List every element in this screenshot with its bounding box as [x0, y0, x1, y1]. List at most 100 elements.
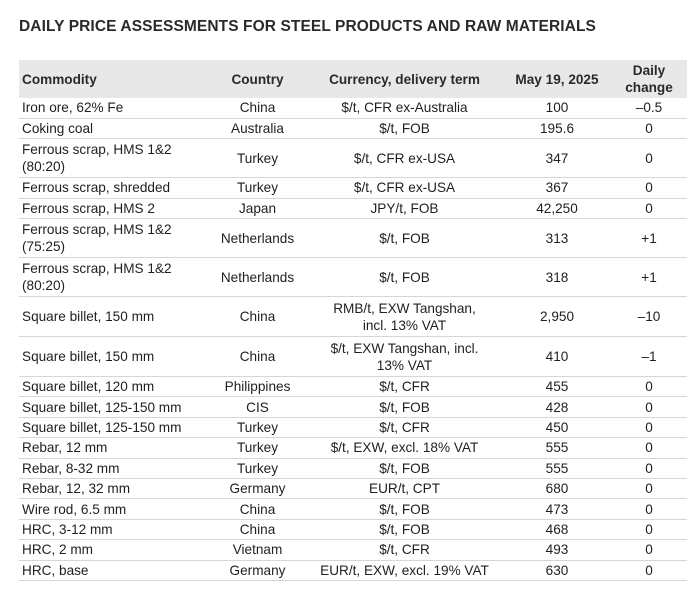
term-line: $/t, CFR ex-USA [353, 180, 456, 196]
commodity-line: Square billet, 150 mm [22, 349, 155, 365]
commodity-line: Ferrous scrap, HMS 1&2 [22, 261, 172, 277]
cell-daily-change: 0 [645, 420, 653, 436]
cell-country: CIS [246, 399, 269, 415]
cell-country: Netherlands [220, 269, 295, 285]
table-row: Ferrous scrap, HMS 1&2 (80:20) Netherlands… [19, 258, 687, 297]
table-row: Square billet, 125-150 mm CIS $/t, FOB 428 0 [19, 397, 687, 418]
term-line: $/t, CFR [379, 379, 430, 395]
table-row: Ferrous scrap, HMS 2 Japan JPY/t, FOB 42,25… [19, 198, 687, 219]
cell-country: Turkey [236, 150, 279, 166]
table-row: Square billet, 150 mm China $/t, EXW Tangs… [19, 337, 687, 377]
table-row: Rebar, 12 mm Turkey $/t, EXW, excl. 18% VA… [19, 438, 687, 459]
cell-commodity: Coking coal [19, 118, 209, 138]
commodity-line: Square billet, 120 mm [22, 379, 155, 395]
header-country: Country [231, 71, 284, 87]
cell-delivery-term: $/t, CFR [306, 377, 503, 397]
cell-delivery-term: $/t, EXW Tangshan, incl. 13% VAT [306, 337, 503, 377]
cell-daily-change: +1 [641, 269, 657, 285]
price-table: Commodity Country Currency, delivery ter… [19, 60, 687, 581]
cell-country: Vietnam [232, 542, 283, 558]
cell-country: Turkey [236, 460, 279, 476]
cell-price: 428 [545, 399, 569, 415]
cell-delivery-term: $/t, CFR [306, 417, 503, 437]
cell-price: 493 [545, 542, 569, 558]
cell-price: 313 [545, 230, 569, 246]
cell-daily-change: 0 [645, 440, 653, 456]
table-row: HRC, 3-12 mm China $/t, FOB 468 0 [19, 519, 687, 540]
cell-country: China [239, 501, 276, 517]
table-row: Coking coal Australia $/t, FOB 195.6 0 [19, 118, 687, 139]
table-row: Ferrous scrap, HMS 1&2 (75:25) Netherlands… [19, 219, 687, 258]
cell-delivery-term: $/t, FOB [306, 458, 503, 478]
commodity-line: (80:20) [22, 159, 66, 175]
cell-country: China [239, 309, 276, 325]
cell-daily-change: 0 [645, 521, 653, 537]
term-line: $/t, FOB [379, 399, 430, 415]
cell-delivery-term: $/t, FOB [306, 258, 503, 297]
cell-delivery-term: $/t, CFR [306, 540, 503, 560]
cell-daily-change: –1 [641, 349, 657, 365]
table-body: Iron ore, 62% Fe China $/t, CFR ex-Austral… [19, 98, 687, 581]
commodity-line: Square billet, 125-150 mm [22, 399, 182, 415]
term-line: $/t, CFR ex-USA [353, 150, 456, 166]
term-line: JPY/t, FOB [370, 200, 439, 216]
cell-daily-change: 0 [645, 562, 653, 578]
header-daily-change: Daily change [611, 60, 687, 98]
cell-delivery-term: EUR/t, EXW, excl. 19% VAT [306, 560, 503, 580]
cell-country: China [239, 349, 276, 365]
commodity-line: Ferrous scrap, HMS 1&2 [22, 222, 172, 238]
table-row: Wire rod, 6.5 mm China $/t, FOB 473 0 [19, 499, 687, 520]
header-currency-delivery-term: Currency, delivery term [329, 71, 480, 87]
cell-delivery-term: RMB/t, EXW Tangshan, incl. 13% VAT [306, 297, 503, 337]
term-line: $/t, CFR [379, 420, 430, 436]
page-title: DAILY PRICE ASSESSMENTS FOR STEEL PRODUC… [19, 18, 596, 35]
commodity-line: (75:25) [22, 239, 66, 255]
commodity-line: Rebar, 12 mm [22, 440, 108, 456]
cell-delivery-term: $/t, FOB [306, 519, 503, 539]
cell-country: Turkey [236, 420, 279, 436]
commodity-line: HRC, 2 mm [22, 542, 93, 558]
table-row: HRC, base Germany EUR/t, EXW, excl. 19% VA… [19, 560, 687, 581]
term-line: $/t, CFR ex-Australia [341, 100, 468, 116]
cell-commodity: HRC, 2 mm [19, 540, 209, 560]
cell-country: Turkey [236, 440, 279, 456]
cell-country: Philippines [224, 379, 291, 395]
cell-commodity: Square billet, 125-150 mm [19, 397, 209, 417]
cell-price: 555 [545, 460, 569, 476]
cell-commodity: Square billet, 125-150 mm [19, 417, 209, 437]
commodity-line: Square billet, 125-150 mm [22, 420, 182, 436]
term-line: $/t, EXW, excl. 18% VAT [330, 440, 479, 456]
table-row: HRC, 2 mm Vietnam $/t, CFR 493 0 [19, 540, 687, 561]
cell-delivery-term: $/t, CFR ex-Australia [306, 98, 503, 118]
term-line: $/t, EXW Tangshan, incl. [330, 340, 479, 356]
cell-commodity: Ferrous scrap, shredded [19, 178, 209, 198]
commodity-line: HRC, base [22, 562, 89, 578]
cell-delivery-term: JPY/t, FOB [306, 198, 503, 218]
cell-commodity: Rebar, 12, 32 mm [19, 479, 209, 499]
commodity-line: HRC, 3-12 mm [22, 521, 113, 537]
commodity-line: Coking coal [22, 121, 94, 137]
cell-price: 468 [545, 521, 569, 537]
cell-commodity: Ferrous scrap, HMS 1&2 (80:20) [19, 258, 209, 297]
cell-daily-change: 0 [645, 200, 653, 216]
header-daily-change-line2: change [625, 80, 673, 95]
cell-commodity: Square billet, 150 mm [19, 337, 209, 377]
cell-commodity: Iron ore, 62% Fe [19, 98, 209, 118]
cell-daily-change: +1 [641, 230, 657, 246]
commodity-line: (80:20) [22, 278, 66, 294]
cell-commodity: Ferrous scrap, HMS 1&2 (80:20) [19, 139, 209, 178]
cell-commodity: Ferrous scrap, HMS 2 [19, 198, 209, 218]
commodity-line: Ferrous scrap, HMS 1&2 [22, 142, 172, 158]
cell-delivery-term: $/t, FOB [306, 118, 503, 138]
cell-daily-change: 0 [645, 399, 653, 415]
cell-price: 555 [545, 440, 569, 456]
table-row: Ferrous scrap, HMS 1&2 (80:20) Turkey $/t, … [19, 139, 687, 178]
cell-price: 455 [545, 379, 569, 395]
cell-commodity: Rebar, 8-32 mm [19, 458, 209, 478]
cell-delivery-term: EUR/t, CPT [306, 479, 503, 499]
header-commodity: Commodity [22, 71, 97, 87]
cell-delivery-term: $/t, EXW, excl. 18% VAT [306, 438, 503, 458]
cell-commodity: HRC, 3-12 mm [19, 519, 209, 539]
cell-country: Netherlands [220, 230, 295, 246]
